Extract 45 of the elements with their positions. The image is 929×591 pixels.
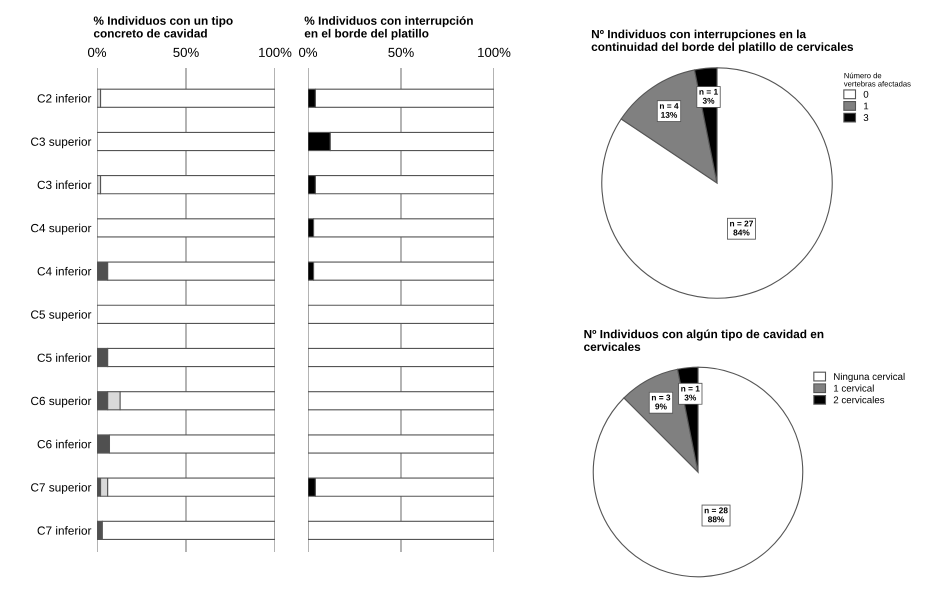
y-tick-label: C2 inferior (38, 94, 92, 103)
x-tick-label: 50% (388, 48, 414, 58)
bar (308, 434, 494, 454)
data-label: n = 4 13% (660, 103, 679, 118)
bar (308, 520, 494, 540)
data-label: n = 3 9% (652, 394, 670, 410)
data-label: n = 1 3% (699, 88, 718, 104)
legend-label: 0 (864, 90, 868, 98)
x-tick-label: 0% (298, 48, 318, 58)
bar (100, 88, 275, 108)
x-tick-label: 0% (88, 48, 106, 58)
data-label: n = 28 88% (704, 507, 728, 522)
legend-label: 1 (864, 102, 868, 110)
legend-label: 2 cervicales (834, 396, 884, 404)
y-tick-label: C4 inferior (38, 266, 92, 276)
legend-label: 1 cervical (834, 384, 874, 392)
chart-title: % Individuos con interrupción en el borde del platillo (304, 16, 473, 40)
x-tick-label: 100% (259, 48, 292, 58)
y-tick-label: C5 inferior (38, 353, 92, 362)
chart-title: Nº Individuos con interrupciones en la continuidad del borde del platillo de cervicales (592, 30, 854, 54)
y-tick-label: C7 inferior (38, 526, 92, 535)
chart-title: % Individuos con un tipo concreto de cavidad (94, 16, 233, 38)
x-tick-label: 100% (478, 48, 510, 58)
pie-slice (601, 67, 833, 299)
y-tick-label: C5 superior (31, 310, 92, 322)
chart-title: Nº Individuos con algún tipo de cavidad en cervicales (584, 329, 824, 352)
legend-label: 3 (864, 114, 868, 122)
legend-label: Ninguna cervical (834, 372, 904, 382)
x-tick-label: 50% (173, 48, 199, 58)
data-label: n = 1 3% (681, 386, 700, 401)
bar (308, 348, 494, 368)
y-tick-label: C7 superior (31, 482, 92, 494)
y-tick-label: C3 inferior (38, 180, 92, 190)
y-tick-label: C6 inferior (38, 440, 92, 448)
bar (97, 304, 275, 324)
bar (308, 304, 494, 324)
pie-slice (592, 366, 804, 578)
data-label: n = 27 84% (730, 220, 754, 236)
y-tick-label: C4 superior (31, 224, 92, 235)
bar (97, 132, 275, 152)
bar (100, 175, 275, 194)
y-tick-label: C3 superior (31, 137, 92, 148)
bar (97, 218, 275, 238)
y-tick-label: C6 superior (31, 396, 92, 408)
bar (308, 391, 494, 410)
